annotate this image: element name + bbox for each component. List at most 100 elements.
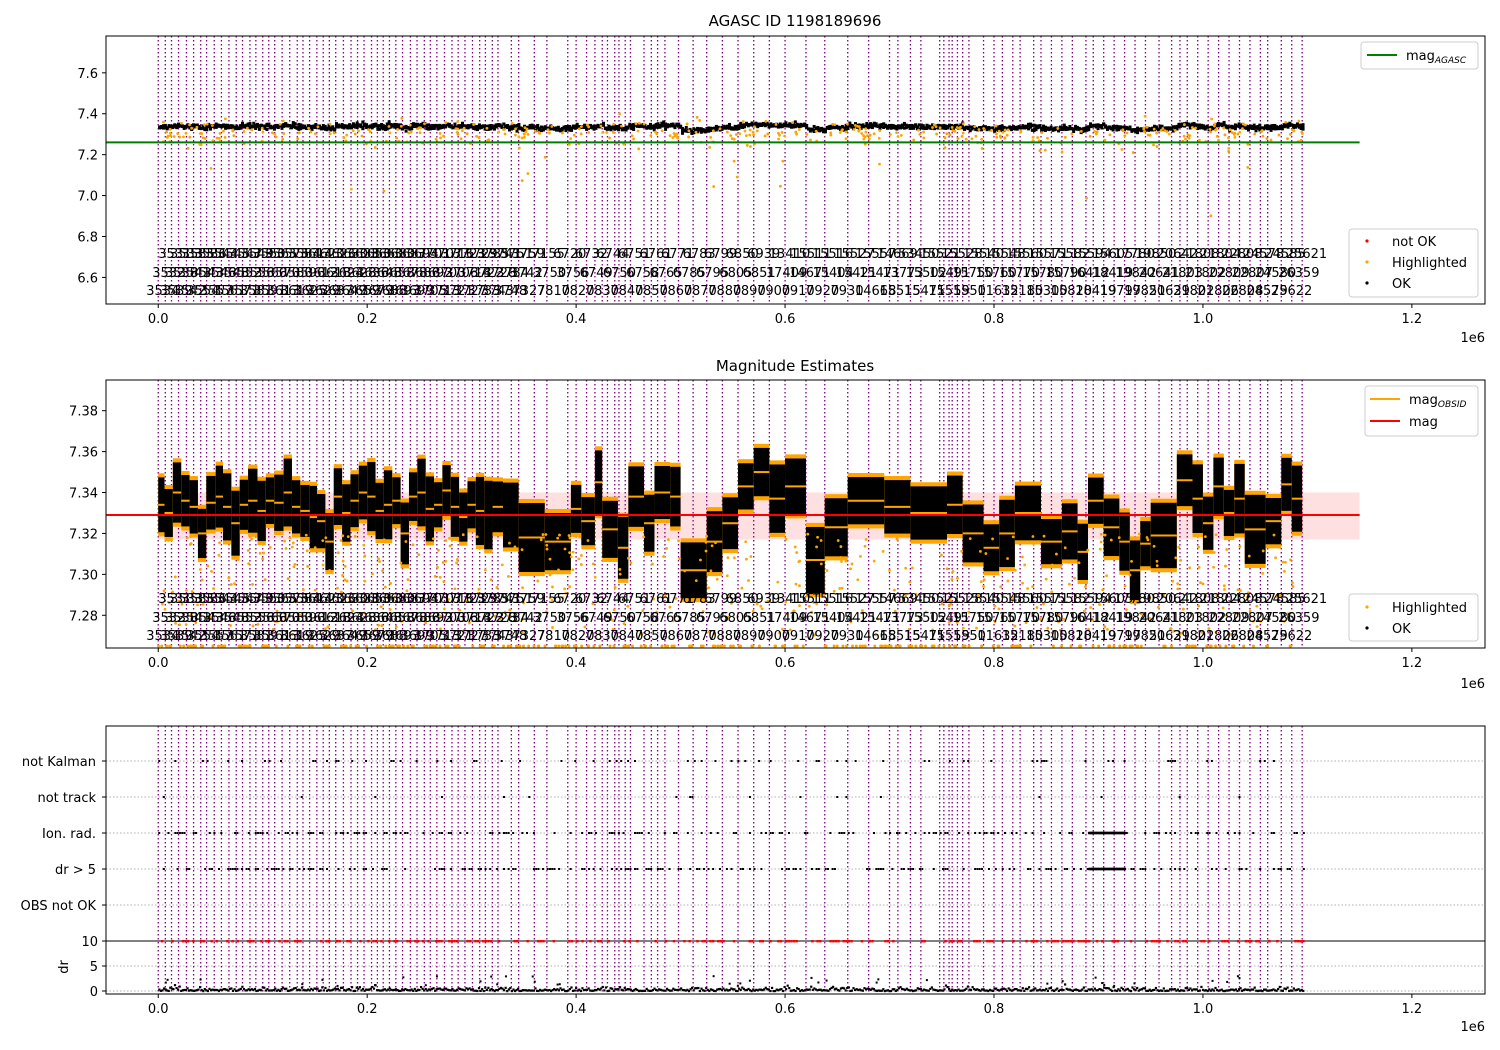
highlighted-point — [169, 134, 173, 138]
dr-point — [341, 986, 344, 989]
flag-point — [326, 868, 329, 870]
highlighted-point — [382, 538, 386, 542]
highlighted-point — [1152, 127, 1156, 131]
highlighted-point — [1143, 114, 1147, 118]
highlighted-point — [1094, 132, 1098, 136]
highlighted-point — [349, 187, 353, 191]
flag-point — [542, 868, 545, 870]
ok-point — [714, 124, 718, 128]
highlighted-point — [1278, 593, 1282, 597]
highlighted-point — [778, 631, 781, 635]
flag-point — [882, 868, 885, 870]
highlighted-point — [689, 644, 693, 648]
dr-over-threshold-point — [597, 940, 600, 943]
ok-point — [342, 126, 346, 130]
ok-point — [780, 124, 784, 128]
dr-point — [261, 986, 264, 989]
ok-point — [370, 123, 374, 127]
ok-point — [178, 124, 182, 128]
flag-point — [702, 868, 705, 870]
flag-point — [247, 832, 250, 834]
obsid-label: 3626 — [323, 247, 356, 262]
highlighted-point — [1123, 134, 1127, 138]
highlighted-point — [532, 644, 536, 648]
y-tick-label: 7.32 — [69, 527, 98, 542]
ok-point — [323, 127, 327, 131]
highlighted-point — [345, 579, 349, 583]
ok-point — [464, 124, 468, 128]
highlighted-point — [910, 566, 914, 570]
dr-over-threshold-point — [623, 940, 626, 943]
dr-over-threshold-point — [448, 940, 451, 943]
highlighted-point — [907, 627, 911, 631]
highlighted-point — [805, 132, 809, 136]
ok-point — [854, 122, 858, 126]
ok-point — [566, 124, 570, 128]
obsid-label: 3554 — [186, 284, 219, 299]
highlighted-point — [442, 580, 446, 584]
dr-over-threshold-point — [1299, 940, 1302, 943]
dr-point — [377, 989, 380, 992]
dr-over-threshold-point — [1226, 940, 1229, 943]
ok-point — [786, 123, 790, 127]
ok-point — [607, 127, 611, 131]
flag-point — [627, 868, 630, 870]
dr-over-threshold-point — [265, 940, 268, 943]
ok-point — [791, 125, 795, 129]
flag-point — [553, 832, 556, 834]
highlighted-point — [229, 583, 233, 586]
highlighted-point — [460, 129, 464, 133]
x-tick-label: 0.4 — [566, 312, 587, 327]
flag-point — [240, 868, 243, 870]
highlighted-point — [1091, 644, 1095, 648]
highlighted-point — [1236, 132, 1240, 136]
obsid-label: 3686 — [407, 266, 440, 281]
ok-point — [630, 126, 634, 130]
highlighted-point — [1059, 628, 1062, 632]
ok-point — [444, 124, 448, 128]
obsid-label: 3624 — [330, 266, 363, 281]
ok-point — [299, 126, 303, 130]
highlighted-point — [685, 122, 689, 126]
highlighted-point — [515, 644, 519, 648]
highlighted-point — [508, 608, 512, 612]
highlighted-point — [393, 595, 397, 599]
flag-point — [1174, 832, 1177, 834]
ok-point — [752, 123, 756, 127]
ok-point — [385, 122, 389, 126]
obsid-label: 3533 — [170, 592, 203, 607]
dr-over-threshold-point — [1056, 940, 1060, 943]
obsid-label: 20642 — [1157, 247, 1198, 262]
ok-point — [682, 129, 686, 133]
flag-point — [590, 832, 593, 834]
dr-point — [354, 989, 357, 993]
highlighted-point — [668, 134, 672, 138]
highlighted-point — [1073, 576, 1076, 580]
highlighted-point — [1246, 166, 1250, 169]
dr-over-threshold-point — [769, 940, 772, 943]
ok-point — [530, 123, 534, 127]
highlighted-point — [1232, 644, 1236, 648]
obsid-label: 20639 — [1149, 629, 1190, 644]
highlighted-point — [332, 131, 336, 135]
obsid-label: 21802 — [1173, 284, 1214, 299]
obsid-label: 3613 — [267, 629, 300, 644]
highlighted-point — [1282, 569, 1286, 573]
highlighted-point — [1051, 631, 1055, 635]
highlighted-point — [455, 561, 458, 565]
flag-point — [1240, 868, 1243, 870]
obsid-label: 3707 — [429, 592, 462, 607]
flag-point — [611, 868, 614, 870]
flag-point — [337, 760, 340, 762]
ok-point — [865, 126, 869, 130]
highlighted-point — [544, 533, 548, 536]
ok-point — [1008, 125, 1012, 129]
ok-point — [650, 124, 654, 128]
obsid-label: 3756 — [556, 266, 589, 281]
highlighted-point — [935, 132, 938, 136]
highlighted-point — [1130, 644, 1134, 648]
highlighted-point — [360, 134, 364, 138]
x-tick-label: 0.6 — [775, 312, 796, 327]
highlighted-point — [975, 626, 978, 630]
flag-point — [633, 760, 636, 762]
